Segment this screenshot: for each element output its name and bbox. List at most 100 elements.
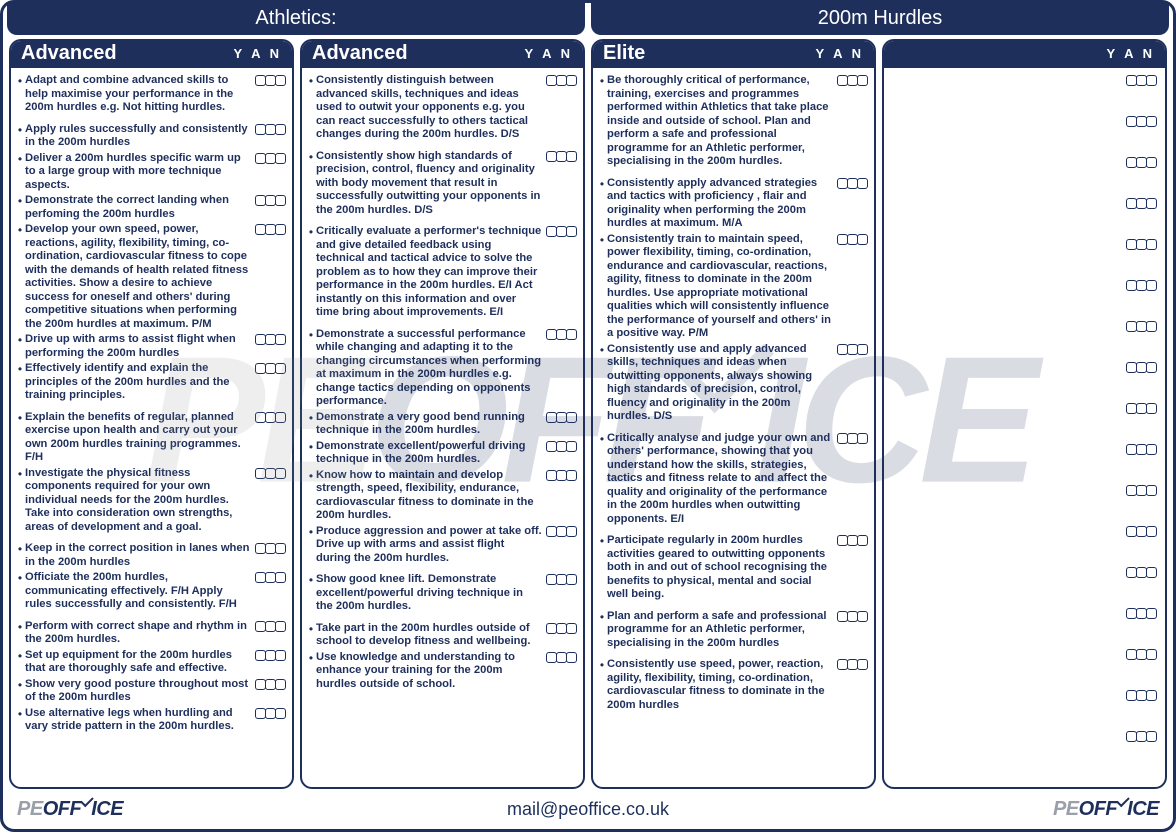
yan-checkboxes[interactable] [546, 150, 579, 162]
yan-checkboxes[interactable] [546, 469, 579, 481]
yan-checkboxes[interactable] [255, 707, 288, 719]
checkbox[interactable] [857, 611, 868, 622]
checkbox[interactable] [275, 153, 286, 164]
checkbox[interactable] [275, 75, 286, 86]
yan-checkboxes[interactable] [1126, 525, 1159, 537]
yan-checkboxes[interactable] [1126, 566, 1159, 578]
yan-checkboxes[interactable] [546, 225, 579, 237]
checkbox[interactable] [1146, 362, 1157, 373]
yan-checkboxes[interactable] [1126, 361, 1159, 373]
checkbox[interactable] [275, 708, 286, 719]
checkbox[interactable] [1146, 608, 1157, 619]
checkbox[interactable] [566, 470, 577, 481]
yan-checkboxes[interactable] [1126, 156, 1159, 168]
checkbox[interactable] [1146, 485, 1157, 496]
checkbox[interactable] [275, 468, 286, 479]
yan-checkboxes[interactable] [1126, 74, 1159, 86]
yan-checkboxes[interactable] [255, 74, 288, 86]
yan-checkboxes[interactable] [837, 534, 870, 546]
checkbox[interactable] [275, 124, 286, 135]
yan-checkboxes[interactable] [837, 177, 870, 189]
yan-checkboxes[interactable] [1126, 238, 1159, 250]
yan-checkboxes[interactable] [1126, 484, 1159, 496]
checkbox[interactable] [566, 151, 577, 162]
yan-checkboxes[interactable] [255, 411, 288, 423]
checkbox[interactable] [1146, 526, 1157, 537]
yan-checkboxes[interactable] [837, 658, 870, 670]
checkbox[interactable] [275, 334, 286, 345]
yan-checkboxes[interactable] [546, 74, 579, 86]
checkbox[interactable] [566, 574, 577, 585]
yan-checkboxes[interactable] [1126, 443, 1159, 455]
yan-checkboxes[interactable] [1126, 320, 1159, 332]
checkbox[interactable] [566, 75, 577, 86]
checkbox[interactable] [1146, 444, 1157, 455]
checkbox[interactable] [566, 623, 577, 634]
yan-checkboxes[interactable] [255, 542, 288, 554]
yan-checkboxes[interactable] [255, 620, 288, 632]
yan-checkboxes[interactable] [546, 328, 579, 340]
checkbox[interactable] [1146, 321, 1157, 332]
yan-checkboxes[interactable] [546, 440, 579, 452]
checkbox[interactable] [1146, 567, 1157, 578]
checkbox[interactable] [857, 178, 868, 189]
checkbox[interactable] [857, 433, 868, 444]
yan-checkboxes[interactable] [1126, 730, 1159, 742]
yan-checkboxes[interactable] [837, 233, 870, 245]
yan-checkboxes[interactable] [255, 362, 288, 374]
yan-checkboxes[interactable] [546, 651, 579, 663]
checkbox[interactable] [1146, 198, 1157, 209]
yan-checkboxes[interactable] [255, 649, 288, 661]
checkbox[interactable] [1146, 403, 1157, 414]
yan-checkboxes[interactable] [1126, 197, 1159, 209]
yan-checkboxes[interactable] [255, 333, 288, 345]
yan-checkboxes[interactable] [546, 573, 579, 585]
checkbox[interactable] [1146, 731, 1157, 742]
yan-checkboxes[interactable] [837, 610, 870, 622]
checkbox[interactable] [275, 363, 286, 374]
yan-checkboxes[interactable] [546, 622, 579, 634]
yan-checkboxes[interactable] [255, 467, 288, 479]
checkbox[interactable] [1146, 239, 1157, 250]
yan-checkboxes[interactable] [1126, 402, 1159, 414]
checkbox[interactable] [857, 344, 868, 355]
yan-checkboxes[interactable] [255, 194, 288, 206]
checkbox[interactable] [1146, 649, 1157, 660]
checkbox[interactable] [275, 572, 286, 583]
yan-checkboxes[interactable] [837, 432, 870, 444]
checkbox[interactable] [857, 75, 868, 86]
checkbox[interactable] [1146, 157, 1157, 168]
checkbox[interactable] [275, 679, 286, 690]
checkbox[interactable] [1146, 75, 1157, 86]
checkbox[interactable] [566, 412, 577, 423]
checkbox[interactable] [857, 234, 868, 245]
yan-checkboxes[interactable] [1126, 607, 1159, 619]
yan-checkboxes[interactable] [255, 678, 288, 690]
checkbox[interactable] [566, 441, 577, 452]
yan-checkboxes[interactable] [255, 223, 288, 235]
yan-checkboxes[interactable] [255, 571, 288, 583]
checkbox[interactable] [275, 412, 286, 423]
checkbox[interactable] [1146, 280, 1157, 291]
yan-checkboxes[interactable] [255, 152, 288, 164]
checkbox[interactable] [275, 543, 286, 554]
checkbox[interactable] [1146, 116, 1157, 127]
checkbox[interactable] [275, 621, 286, 632]
yan-checkboxes[interactable] [1126, 689, 1159, 701]
checkbox[interactable] [566, 652, 577, 663]
checkbox[interactable] [857, 659, 868, 670]
yan-checkboxes[interactable] [1126, 648, 1159, 660]
checkbox[interactable] [1146, 690, 1157, 701]
yan-checkboxes[interactable] [837, 343, 870, 355]
yan-checkboxes[interactable] [255, 123, 288, 135]
checkbox[interactable] [566, 329, 577, 340]
yan-checkboxes[interactable] [837, 74, 870, 86]
yan-checkboxes[interactable] [546, 525, 579, 537]
yan-checkboxes[interactable] [1126, 279, 1159, 291]
yan-checkboxes[interactable] [1126, 115, 1159, 127]
checkbox[interactable] [275, 195, 286, 206]
checkbox[interactable] [566, 526, 577, 537]
yan-checkboxes[interactable] [546, 411, 579, 423]
checkbox[interactable] [857, 535, 868, 546]
checkbox[interactable] [566, 226, 577, 237]
